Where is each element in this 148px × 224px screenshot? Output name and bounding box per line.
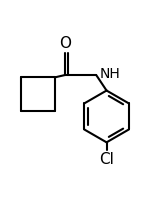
- Text: NH: NH: [99, 67, 120, 81]
- Text: Cl: Cl: [99, 152, 114, 167]
- Text: O: O: [59, 36, 71, 51]
